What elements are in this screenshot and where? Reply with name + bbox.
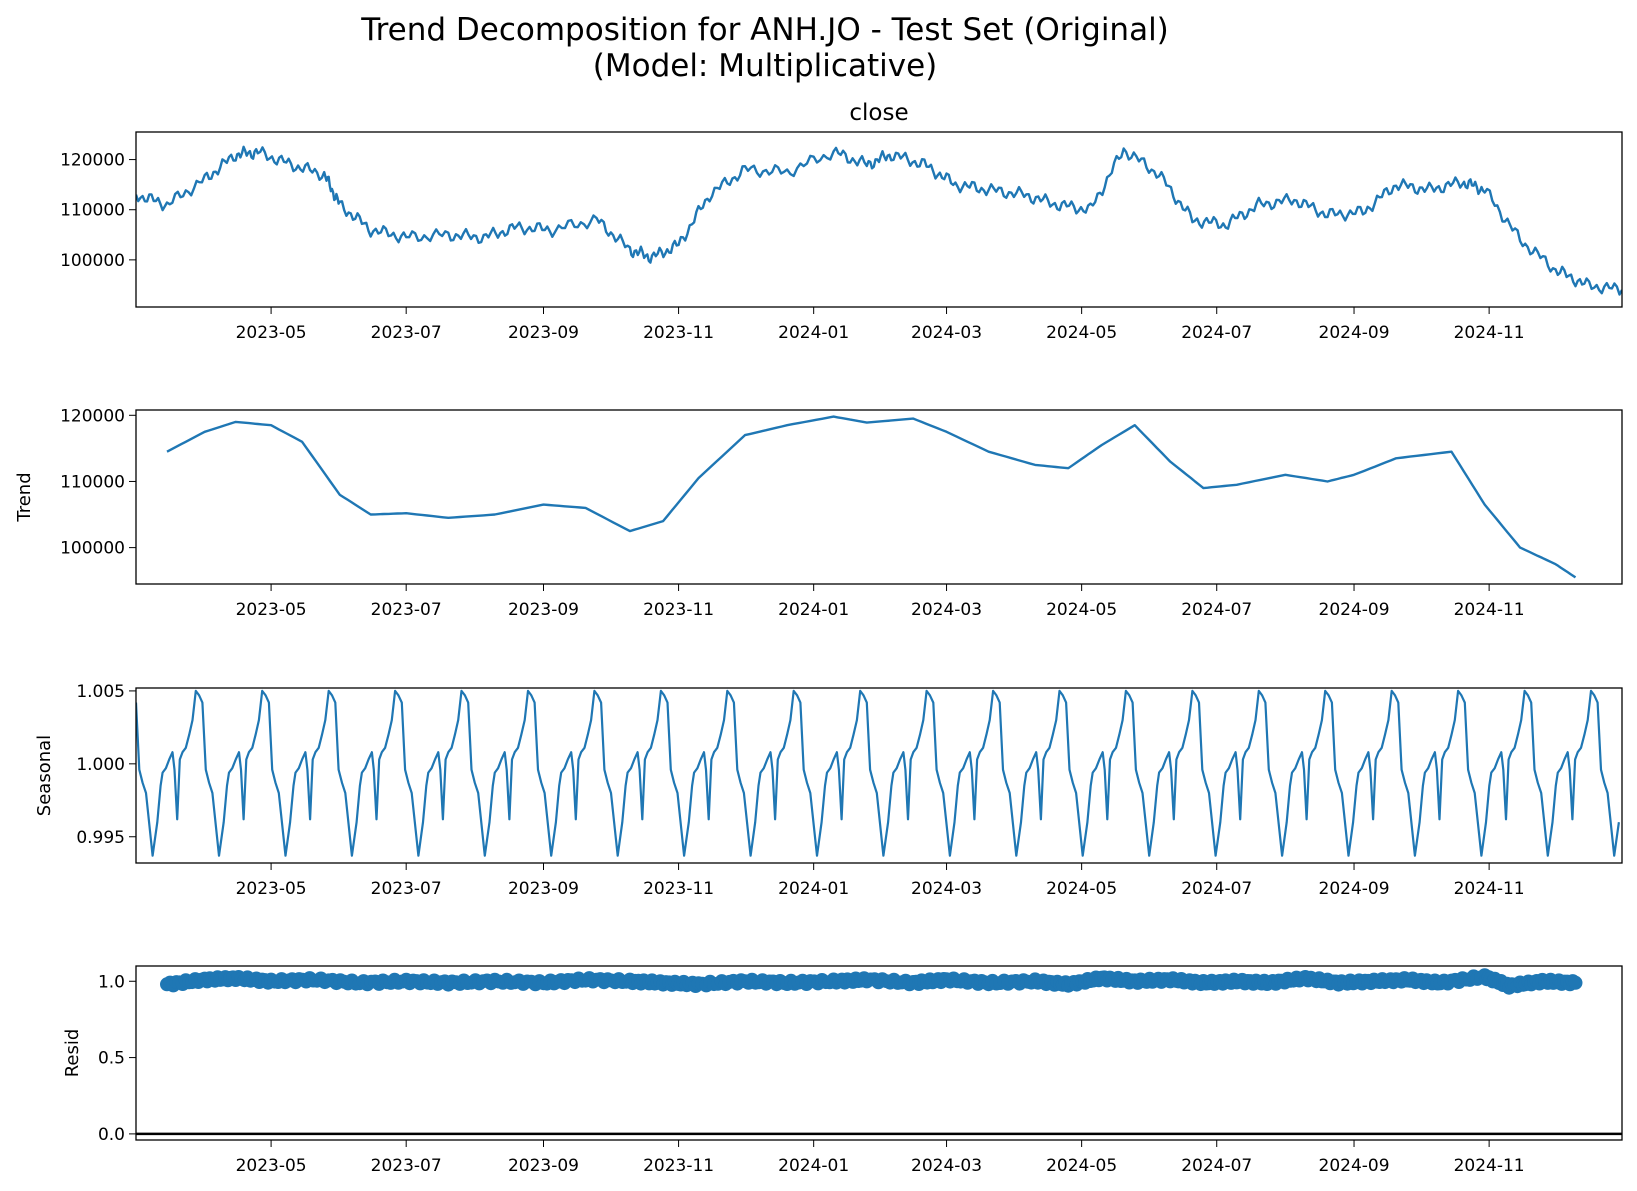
figure-title-line-2: (Model: Multiplicative) [592,48,938,84]
x-tick-label: 2023-05 [236,879,307,899]
x-tick-label: 2024-11 [1454,323,1525,343]
y-tick-label: 1.005 [76,682,125,702]
x-tick-label: 2024-07 [1181,1156,1252,1176]
x-tick-label: 2024-09 [1319,1156,1390,1176]
close-series-line [136,145,1622,296]
seasonal-series-line [136,689,1620,857]
x-tick-label: 2023-07 [371,1156,442,1176]
y-tick-label: 100000 [60,539,125,559]
plot-area [136,145,1622,296]
seasonal-panel: Seasonal 0.995 1.000 1.005 2023-05 2023-07 202… [34,682,1623,899]
x-tick-label: 2023-07 [371,323,442,343]
x-tick-label: 2023-11 [643,879,714,899]
x-tick-label: 2024-11 [1454,879,1525,899]
x-tick-label: 2023-11 [643,600,714,620]
x-tick-label: 2023-09 [508,323,579,343]
plot-area [166,415,1577,579]
x-tick-label: 2024-11 [1454,600,1525,620]
x-tick-label: 2023-11 [643,323,714,343]
x-tick-label: 2023-05 [236,600,307,620]
trend-series-line [166,415,1577,579]
x-tick-label: 2023-07 [371,600,442,620]
x-tick-label: 2023-05 [236,1156,307,1176]
y-axis-label: Trend [14,472,35,522]
x-tick-label: 2023-05 [236,323,307,343]
x-tick-label: 2023-11 [643,1156,714,1176]
y-tick-label: 0.995 [76,828,125,848]
y-axis-label: Seasonal [34,735,55,816]
resid-panel: Resid 0.0 0.5 1.0 2023-05 2023-07 2023-09 2023-… [62,965,1623,1176]
y-tick-label: 1.000 [76,755,125,775]
resid-point [1568,975,1583,990]
x-tick-label: 2023-09 [508,879,579,899]
y-tick-label: 0.5 [98,1049,125,1069]
x-tick-label: 2024-01 [778,323,849,343]
x-tick-label: 2024-09 [1319,323,1390,343]
x-tick-label: 2024-03 [911,1156,982,1176]
trend-panel: Trend 100000 110000 120000 2023-05 2023-07 202… [14,406,1623,620]
axes-frame [135,409,1623,585]
x-tick-label: 2024-05 [1046,1156,1117,1176]
axes-frame [135,687,1623,864]
x-tick-label: 2024-03 [911,879,982,899]
x-tick-label: 2024-05 [1046,600,1117,620]
x-tick-label: 2024-05 [1046,879,1117,899]
y-tick-label: 0.0 [98,1125,125,1145]
x-tick-label: 2024-01 [778,1156,849,1176]
y-tick-label: 110000 [60,201,125,221]
x-tick-label: 2024-01 [778,879,849,899]
y-axis-label: Resid [62,1029,83,1078]
x-tick-label: 2023-09 [508,600,579,620]
y-tick-label: 120000 [60,406,125,426]
close-panel: close 100000 110000 120000 2023-05 2023-07 202… [60,100,1623,343]
x-tick-label: 2023-09 [508,1156,579,1176]
x-tick-label: 2024-07 [1181,323,1252,343]
x-tick-label: 2024-11 [1454,1156,1525,1176]
x-tick-label: 2024-09 [1319,600,1390,620]
x-tick-label: 2024-03 [911,323,982,343]
y-tick-label: 1.0 [98,972,125,992]
y-tick-label: 100000 [60,251,125,271]
axes-frame [135,965,1623,1141]
plot-area [136,689,1620,857]
figure-title-line-1: Trend Decomposition for ANH.JO - Test Se… [361,12,1169,48]
x-tick-label: 2024-09 [1319,879,1390,899]
axes-frame [135,131,1623,308]
x-tick-label: 2024-05 [1046,323,1117,343]
y-tick-label: 120000 [60,151,125,171]
x-tick-label: 2024-03 [911,600,982,620]
x-tick-label: 2023-07 [371,879,442,899]
x-tick-label: 2024-07 [1181,879,1252,899]
x-tick-label: 2024-01 [778,600,849,620]
x-tick-label: 2024-07 [1181,600,1252,620]
panel-title: close [849,100,908,126]
y-tick-label: 110000 [60,472,125,492]
plot-area [136,968,1622,1136]
